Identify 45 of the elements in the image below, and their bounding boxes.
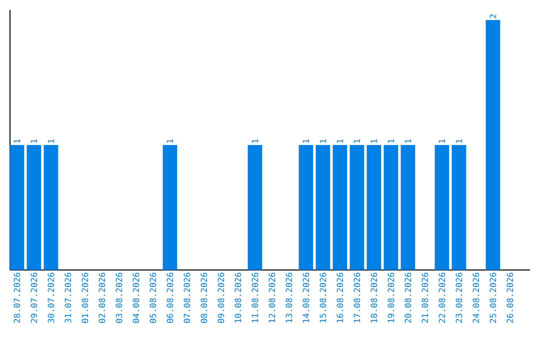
- x-tick-label: 05.08.2026: [150, 272, 156, 323]
- x-tick-label: 13.08.2026: [286, 272, 292, 322]
- x-tick-label: 14.08.2026: [302, 272, 310, 322]
- data-label: 1: [404, 139, 412, 143]
- data-label: 1: [388, 139, 394, 143]
- x-tick-label: 09.08.2026: [218, 272, 224, 323]
- x-tick-label: 01.08.2026: [82, 272, 88, 323]
- data-label: 1: [370, 139, 378, 143]
- x-tick-label: 29.07.2026: [30, 272, 38, 323]
- data-label: 1: [302, 139, 310, 143]
- data-label: 1: [48, 139, 54, 143]
- x-tick-label: 16.08.2026: [336, 272, 344, 322]
- data-label: 1: [252, 139, 258, 143]
- x-tick-label: 20.08.2026: [404, 272, 412, 323]
- data-label: 1: [14, 139, 20, 143]
- x-tick-label: 06.08.2026: [166, 272, 174, 323]
- x-tick-label: 10.08.2026: [234, 272, 242, 322]
- x-tick-label: 02.08.2026: [98, 272, 106, 323]
- x-tick-label: 25.08.2026: [490, 272, 496, 323]
- data-label: 1: [438, 139, 446, 143]
- x-tick-label: 30.07.2026: [48, 272, 54, 323]
- x-tick-label: 03.08.2026: [116, 272, 122, 323]
- data-label: 1: [336, 139, 344, 143]
- x-tick-label: 19.08.2026: [388, 272, 394, 322]
- x-tick-label: 31.07.2026: [64, 272, 72, 323]
- data-label: 1: [320, 139, 326, 143]
- x-tick-label: 24.08.2026: [472, 272, 480, 323]
- x-tick-label: 07.08.2026: [184, 272, 190, 323]
- x-tick-label: 26.08.2026: [506, 272, 514, 323]
- data-label: 1: [30, 139, 38, 143]
- x-tick-label: 12.08.2026: [268, 272, 276, 322]
- x-tick-label: 15.08.2026: [320, 272, 326, 322]
- x-tick-label: 11.08.2026: [252, 272, 258, 322]
- x-tick-label: 04.08.2026: [132, 272, 140, 323]
- x-tick-label: 21.08.2026: [422, 272, 428, 323]
- x-tick-label: 18.08.2026: [370, 272, 378, 322]
- x-tick-label: 08.08.2026: [200, 272, 208, 323]
- x-tick-label: 23.08.2026: [456, 272, 462, 323]
- x-tick-label: 17.08.2026: [354, 272, 360, 322]
- data-label: 1: [354, 139, 360, 143]
- x-tick-label: 28.07.2026: [14, 272, 20, 323]
- data-label: 1: [456, 139, 462, 143]
- x-tick-label: 22.08.2026: [438, 272, 446, 323]
- data-label: 1: [166, 139, 174, 143]
- data-label: 2: [490, 14, 496, 18]
